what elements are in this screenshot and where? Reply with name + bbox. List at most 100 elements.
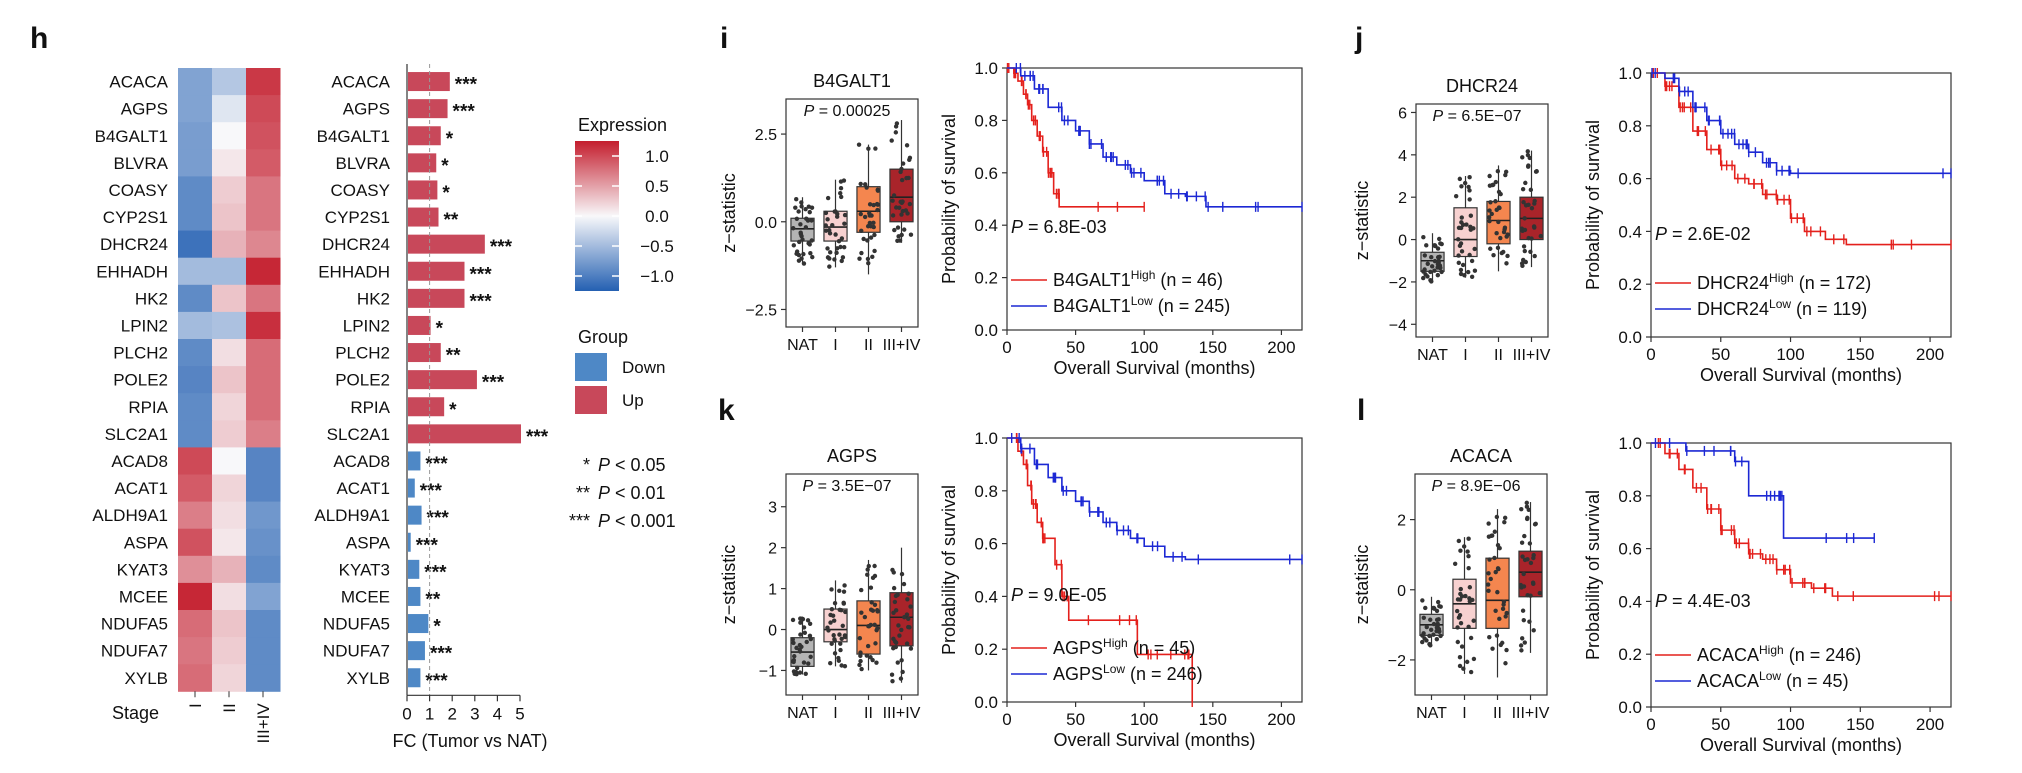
box-y-tick-label: 4 — [1398, 148, 1407, 165]
box-point — [1521, 244, 1527, 249]
heatmap-cell — [178, 311, 213, 340]
box-point — [808, 250, 813, 256]
bar-category-label: NDUFA7 — [323, 642, 390, 661]
box-point — [1428, 269, 1433, 275]
box-point — [1495, 566, 1501, 571]
box-point — [1466, 565, 1471, 571]
box-point — [1438, 633, 1443, 639]
heatmap-cell — [246, 311, 281, 340]
km-legend-label: DHCR24High (n = 172) — [1697, 271, 1871, 293]
box-point — [794, 645, 799, 651]
bar-significance: *** — [424, 562, 447, 583]
box-point — [896, 623, 901, 628]
box-y-tick-label: −2 — [1389, 275, 1407, 292]
box-point — [1494, 633, 1500, 638]
box-x-tick-label: I — [1463, 347, 1467, 364]
box-point — [1486, 571, 1491, 576]
box-point — [1504, 234, 1509, 239]
heatmap-column-title: Stage — [112, 703, 159, 723]
box-point — [1520, 186, 1526, 192]
box-point — [803, 671, 808, 677]
box-point — [1493, 199, 1498, 204]
km-y-tick-label: 0.8 — [1618, 117, 1642, 136]
box-point — [832, 600, 838, 606]
box-point — [1522, 640, 1528, 645]
box-point — [891, 570, 896, 575]
box-point — [1469, 258, 1475, 264]
box-point — [810, 254, 815, 260]
box-point — [1429, 279, 1434, 284]
bar — [408, 315, 431, 335]
sig-legend-text: P < 0.001 — [598, 511, 676, 531]
box-point — [825, 217, 830, 222]
box-point — [891, 193, 897, 198]
bar — [408, 261, 465, 281]
heatmap-cell — [212, 230, 247, 259]
box-point — [858, 181, 863, 187]
box-point — [897, 633, 902, 638]
box-point — [866, 623, 871, 629]
box-point — [828, 620, 833, 625]
box-point — [799, 256, 804, 261]
km-y-tick-label: 0.4 — [1618, 592, 1642, 611]
heatmap-cell — [212, 582, 247, 611]
box-point — [1472, 268, 1478, 273]
km-y-tick-label: 1.0 — [974, 429, 998, 448]
box-point — [825, 246, 830, 251]
box-point — [831, 618, 837, 623]
box-point — [1531, 555, 1536, 561]
box-point — [875, 207, 880, 213]
box-point — [829, 641, 834, 646]
panel-label-i: i — [720, 22, 728, 55]
heatmap-gene-label: LPIN2 — [121, 316, 168, 335]
box-point — [1525, 557, 1530, 562]
box-point — [1503, 661, 1508, 666]
expression-legend-title: Expression — [578, 115, 667, 135]
box-point — [841, 589, 847, 594]
box-point — [908, 232, 914, 237]
box-point — [1430, 605, 1436, 611]
heatmap-cell — [246, 501, 281, 530]
box-p-value: P = 3.5E−07 — [803, 478, 892, 495]
heatmap-cell — [212, 149, 247, 177]
group-legend-label: Down — [622, 358, 665, 377]
box-point — [796, 252, 802, 258]
km-x-axis-title: Overall Survival (months) — [1700, 735, 1902, 755]
box-point — [840, 255, 846, 260]
heatmap-cell — [178, 582, 213, 611]
km-legend-label: B4GALT1High (n = 46) — [1053, 268, 1223, 290]
box-x-tick-label: I — [833, 705, 837, 722]
box-y-tick-label: 2.5 — [755, 127, 777, 144]
heatmap-cell — [212, 257, 247, 286]
box-point — [1431, 243, 1437, 248]
box-point — [906, 624, 911, 630]
box-point — [858, 658, 863, 664]
box-point — [858, 211, 863, 217]
heatmap-cell — [246, 664, 281, 692]
heatmap-cell — [246, 68, 281, 96]
km-legend-label: AGPSHigh (n = 45) — [1053, 636, 1195, 658]
km-x-tick-label: 200 — [1267, 710, 1295, 729]
heatmap-cell — [178, 95, 213, 123]
box-point — [1427, 633, 1432, 639]
heatmap-cell — [212, 447, 247, 475]
box-point — [791, 659, 796, 665]
km-p-value: P = 2.6E-02 — [1655, 224, 1751, 244]
bar — [408, 614, 429, 634]
box-point — [873, 641, 878, 646]
box-point — [874, 660, 879, 665]
box-point — [1438, 265, 1443, 271]
heatmap-gene-label: RPIA — [128, 398, 168, 417]
bar-significance: ** — [425, 589, 440, 610]
box-point — [1466, 536, 1471, 541]
box-p-value: P = 0.00025 — [804, 103, 891, 120]
box-point — [1459, 594, 1465, 599]
box-x-tick-label: NAT — [1416, 705, 1447, 722]
box-body — [889, 592, 914, 647]
km-frame — [1006, 437, 1303, 703]
box-point — [1458, 620, 1464, 626]
box-point — [806, 661, 811, 666]
box-point — [1504, 261, 1509, 266]
box-point — [1455, 237, 1461, 242]
bar-category-label: KYAT3 — [339, 560, 390, 579]
